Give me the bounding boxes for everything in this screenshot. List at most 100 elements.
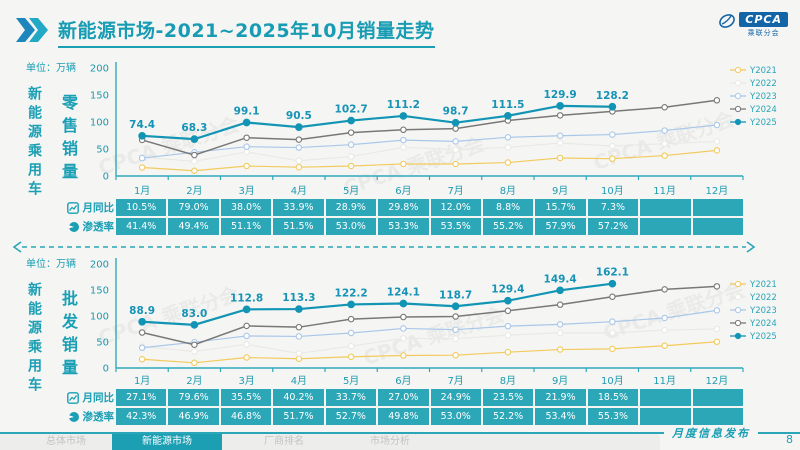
data-point bbox=[347, 300, 355, 309]
x-axis-label: 1月 bbox=[133, 186, 151, 197]
data-point bbox=[400, 352, 407, 359]
y-axis-tick: 0 bbox=[103, 172, 109, 183]
data-point bbox=[504, 144, 512, 151]
data-point bbox=[609, 142, 616, 150]
data-point bbox=[295, 157, 303, 165]
data-point bbox=[243, 354, 250, 361]
data-point bbox=[190, 320, 199, 329]
table-cell: 79.6% bbox=[168, 389, 219, 406]
data-point bbox=[713, 338, 721, 345]
data-point bbox=[504, 331, 512, 339]
data-point bbox=[243, 322, 250, 330]
table-cell: 35.5% bbox=[220, 389, 272, 406]
table-cell: 12.0% bbox=[430, 199, 481, 216]
x-axis-label: 8月 bbox=[499, 376, 517, 387]
data-point bbox=[451, 118, 460, 127]
data-point bbox=[347, 153, 355, 160]
data-point bbox=[400, 313, 407, 321]
data-point bbox=[713, 325, 721, 333]
data-point bbox=[713, 97, 721, 104]
tab-market-analysis[interactable]: 市场分析 bbox=[370, 436, 410, 447]
data-point bbox=[504, 296, 512, 305]
y-axis-tick: 100 bbox=[90, 312, 109, 323]
table-cell bbox=[640, 389, 691, 406]
tab-overall-market[interactable]: 总体市场 bbox=[46, 436, 86, 447]
data-point bbox=[399, 112, 408, 120]
data-point bbox=[661, 127, 668, 134]
data-point bbox=[191, 158, 198, 165]
data-label: 129.4 bbox=[491, 284, 524, 296]
data-point bbox=[191, 359, 198, 367]
data-point bbox=[504, 348, 512, 356]
trend-icon bbox=[66, 201, 79, 214]
data-label: 90.5 bbox=[286, 110, 312, 122]
table-cell bbox=[692, 199, 743, 216]
data-point bbox=[295, 123, 303, 131]
data-point bbox=[400, 136, 407, 144]
data-point bbox=[347, 129, 355, 136]
data-point bbox=[452, 160, 459, 168]
data-point bbox=[608, 279, 617, 288]
table-cell: 55.3% bbox=[587, 408, 639, 425]
table-cell: 52.7% bbox=[325, 408, 377, 425]
data-point bbox=[347, 315, 355, 323]
data-label: 68.3 bbox=[181, 122, 207, 134]
data-point bbox=[191, 348, 198, 355]
footer-line-right bbox=[758, 432, 800, 434]
tab-nev-market[interactable]: 新能源市场 bbox=[112, 434, 222, 450]
data-point bbox=[138, 356, 146, 363]
unit-label: 单位：万辆 bbox=[26, 259, 76, 270]
x-axis-label: 12月 bbox=[705, 376, 729, 387]
x-axis-label: 7月 bbox=[447, 186, 464, 197]
data-label: 112.8 bbox=[230, 292, 263, 304]
legend-label: Y2021 bbox=[749, 280, 777, 290]
data-point bbox=[661, 326, 668, 334]
data-point bbox=[400, 335, 407, 342]
data-point bbox=[713, 307, 721, 314]
slide-header: 新能源市场-2021~2025年10月销量走势 CPCA 乘联分会 bbox=[0, 0, 800, 56]
table-cell: 53.5% bbox=[430, 218, 481, 235]
table-cell: 57.9% bbox=[535, 218, 586, 235]
data-point bbox=[295, 355, 303, 362]
table-cell: 53.0% bbox=[325, 218, 377, 235]
table-cell bbox=[640, 199, 691, 216]
table-cell: 24.9% bbox=[430, 389, 481, 406]
yoy-row-label: 月同比 bbox=[18, 389, 114, 406]
table-cell: 57.2% bbox=[587, 218, 639, 235]
data-point bbox=[609, 155, 616, 162]
legend-label: Y2025 bbox=[749, 332, 777, 342]
data-point bbox=[400, 144, 407, 151]
data-point bbox=[556, 346, 564, 353]
x-axis-label: 1月 bbox=[133, 376, 151, 387]
data-point bbox=[295, 333, 303, 340]
data-point bbox=[556, 301, 564, 308]
page-title: 新能源市场-2021~2025年10月销量走势 bbox=[58, 16, 435, 48]
trend-icon bbox=[66, 391, 79, 404]
data-label: 129.9 bbox=[544, 89, 577, 101]
penetration-row-label-text: 渗透率 bbox=[82, 221, 115, 233]
data-point bbox=[347, 342, 355, 350]
data-point bbox=[452, 125, 459, 132]
data-point bbox=[295, 163, 303, 171]
penetration-row: 41.4% 49.4% 51.1% 51.5% 53.0% 53.3% 53.5% 55.2%… bbox=[116, 218, 743, 235]
tab-oem-ranking[interactable]: 厂商排名 bbox=[264, 436, 304, 447]
data-point bbox=[452, 326, 459, 333]
wholesale-chart-area: 200 150 100 50 0 88.9 83.0 112.8 113.3 122.2 124.1… bbox=[90, 254, 800, 427]
table-cell: 79.0% bbox=[168, 199, 219, 216]
x-axis-label: 4月 bbox=[290, 186, 308, 197]
data-point bbox=[347, 162, 355, 170]
table-cell: 40.2% bbox=[273, 389, 324, 406]
yoy-row: 10.5% 79.0% 38.0% 33.9% 28.9% 29.8% 12.0% 8.8% 1… bbox=[116, 199, 743, 216]
data-label: 118.7 bbox=[439, 289, 472, 301]
table-cell: 27.0% bbox=[378, 389, 429, 406]
data-point bbox=[452, 138, 459, 145]
section-tab-bar: 总体市场 新能源市场 厂商排名 市场分析 bbox=[0, 434, 660, 450]
table-cell: 8.8% bbox=[482, 199, 534, 216]
data-label: 128.2 bbox=[596, 90, 629, 102]
data-point bbox=[556, 139, 564, 147]
table-cell: 51.7% bbox=[273, 408, 324, 425]
penetration-row-label: 渗透率 bbox=[18, 218, 114, 235]
segment-label: 新能源乘用车 bbox=[26, 86, 42, 200]
data-point bbox=[138, 131, 146, 140]
table-cell bbox=[692, 218, 743, 235]
